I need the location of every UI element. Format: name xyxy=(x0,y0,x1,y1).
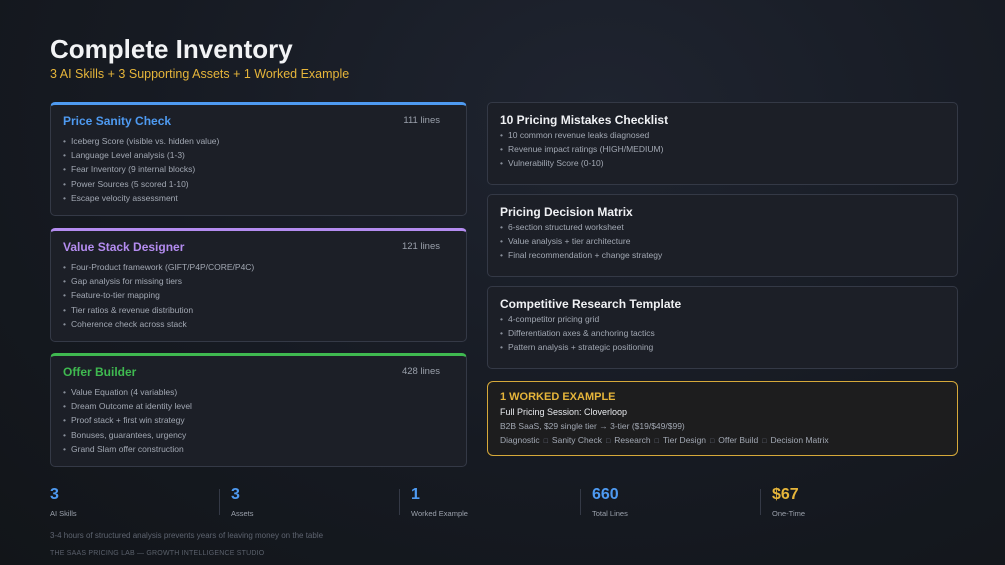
asset-card-competitive-research-template: Competitive Research Template 4-competit… xyxy=(487,286,958,369)
asset-title: Pricing Decision Matrix xyxy=(500,205,633,219)
stat-label: AI Skills xyxy=(50,509,77,518)
footer-brand: THE SAAS PRICING LAB — GROWTH INTELLIGEN… xyxy=(50,550,265,557)
feature-list: 10 common revenue leaks diagnosed Revenu… xyxy=(500,128,663,171)
flow-separator-icon: □ xyxy=(710,438,715,445)
skill-title: Offer Builder xyxy=(63,365,137,379)
stat-value: 3 xyxy=(50,486,59,503)
stat-value: 3 xyxy=(231,486,240,503)
stat-assets: 3 Assets xyxy=(231,486,254,518)
stat-label: Total Lines xyxy=(592,509,628,518)
skill-title: Value Stack Designer xyxy=(63,240,185,254)
list-item: Bonuses, guarantees, urgency xyxy=(63,428,192,442)
flow-step: Offer Build xyxy=(718,435,759,445)
flow-separator-icon: □ xyxy=(654,438,659,445)
feature-list: 6-section structured worksheet Value ana… xyxy=(500,220,662,263)
line-count: 111 lines xyxy=(403,115,440,126)
stat-worked-example: 1 Worked Example xyxy=(411,486,468,518)
worked-example-session: Full Pricing Session: Cloverloop xyxy=(500,407,628,417)
feature-list: Iceberg Score (visible vs. hidden value)… xyxy=(63,134,219,205)
list-item: Tier ratios & revenue distribution xyxy=(63,303,254,317)
stat-price: $67 One-Time xyxy=(772,486,805,518)
list-item: Coherence check across stack xyxy=(63,317,254,331)
stat-value: 660 xyxy=(592,486,619,503)
worked-example-flow: Diagnostic □ Sanity Check □ Research □ Tier De… xyxy=(500,435,829,445)
stat-divider xyxy=(580,489,581,515)
worked-example-card: 1 WORKED EXAMPLE Full Pricing Session: C… xyxy=(487,381,958,456)
list-item: 4-competitor pricing grid xyxy=(500,312,655,326)
list-item: Final recommendation + change strategy xyxy=(500,248,662,262)
list-item: Grand Slam offer construction xyxy=(63,442,192,456)
list-item: Vulnerability Score (0-10) xyxy=(500,156,663,170)
flow-step: Decision Matrix xyxy=(770,435,829,445)
list-item: Language Level analysis (1-3) xyxy=(63,148,219,162)
list-item: Fear Inventory (9 internal blocks) xyxy=(63,162,219,176)
worked-example-description: B2B SaaS, $29 single tier → 3-tier ($19/… xyxy=(500,421,685,431)
stat-divider xyxy=(760,489,761,515)
skill-title: Price Sanity Check xyxy=(63,114,172,128)
list-item: Power Sources (5 scored 1-10) xyxy=(63,177,219,191)
list-item: Value analysis + tier architecture xyxy=(500,234,662,248)
list-item: Feature-to-tier mapping xyxy=(63,288,254,302)
flow-separator-icon: □ xyxy=(606,438,611,445)
flow-step: Diagnostic xyxy=(500,435,540,445)
flow-separator-icon: □ xyxy=(543,438,548,445)
list-item: Four-Product framework (GIFT/P4P/CORE/P4… xyxy=(63,260,254,274)
stat-ai-skills: 3 AI Skills xyxy=(50,486,77,518)
feature-list: Four-Product framework (GIFT/P4P/CORE/P4… xyxy=(63,260,254,331)
flow-step: Sanity Check xyxy=(551,435,603,445)
skill-card-price-sanity-check: Price Sanity Check 111 lines Iceberg Sco… xyxy=(50,102,467,216)
asset-card-pricing-mistakes-checklist: 10 Pricing Mistakes Checklist 10 common … xyxy=(487,102,958,185)
page-title: Complete Inventory xyxy=(50,34,293,64)
stat-label: One-Time xyxy=(772,509,806,518)
line-count: 428 lines xyxy=(401,366,440,377)
asset-card-pricing-decision-matrix: Pricing Decision Matrix 6-section struct… xyxy=(487,194,958,277)
skill-card-offer-builder: Offer Builder 428 lines Value Equation (… xyxy=(50,353,467,467)
feature-list: 4-competitor pricing grid Differentiatio… xyxy=(500,312,655,355)
stat-label: Assets xyxy=(231,509,254,518)
line-count: 121 lines xyxy=(401,241,440,252)
flow-step: Tier Design xyxy=(662,435,707,445)
list-item: Value Equation (4 variables) xyxy=(63,385,192,399)
stat-label: Worked Example xyxy=(411,509,468,518)
skill-card-value-stack-designer: Value Stack Designer 121 lines Four-Prod… xyxy=(50,228,467,342)
list-item: Pattern analysis + strategic positioning xyxy=(500,340,655,354)
list-item: Dream Outcome at identity level xyxy=(63,399,192,413)
flow-step: Research xyxy=(614,435,651,445)
list-item: 6-section structured worksheet xyxy=(500,220,662,234)
stat-divider xyxy=(399,489,400,515)
list-item: Differentiation axes & anchoring tactics xyxy=(500,326,655,340)
stat-total-lines: 660 Total Lines xyxy=(592,486,628,518)
list-item: Gap analysis for missing tiers xyxy=(63,274,254,288)
stat-value: 1 xyxy=(411,486,420,503)
stat-divider xyxy=(219,489,220,515)
list-item: Proof stack + first win strategy xyxy=(63,413,192,427)
tagline: 3-4 hours of structured analysis prevent… xyxy=(50,531,324,540)
asset-title: Competitive Research Template xyxy=(500,297,682,311)
flow-separator-icon: □ xyxy=(762,438,767,445)
list-item: Iceberg Score (visible vs. hidden value) xyxy=(63,134,219,148)
stat-value: $67 xyxy=(772,486,799,503)
list-item: Revenue impact ratings (HIGH/MEDIUM) xyxy=(500,142,663,156)
page-subtitle: 3 AI Skills + 3 Supporting Assets + 1 Wo… xyxy=(50,67,350,81)
asset-title: 10 Pricing Mistakes Checklist xyxy=(500,113,669,127)
worked-example-title: 1 WORKED EXAMPLE xyxy=(500,391,616,403)
list-item: Escape velocity assessment xyxy=(63,191,219,205)
feature-list: Value Equation (4 variables) Dream Outco… xyxy=(63,385,192,456)
list-item: 10 common revenue leaks diagnosed xyxy=(500,128,663,142)
